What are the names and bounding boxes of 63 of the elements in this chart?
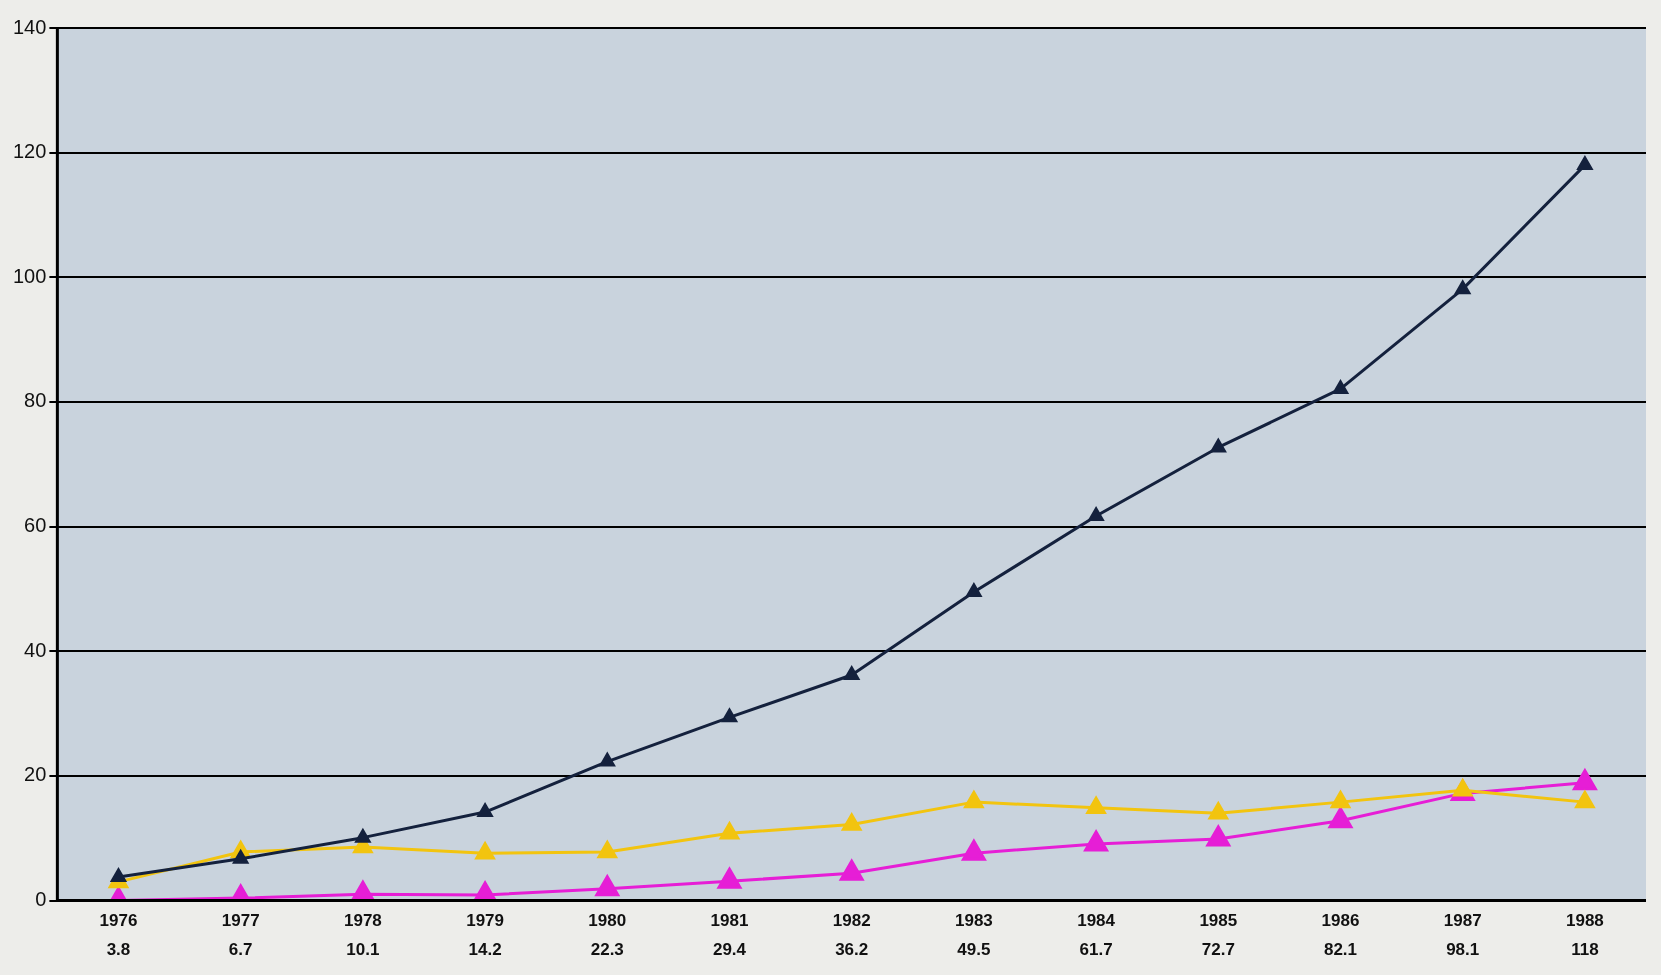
point [1455,280,1471,295]
data-label: 98.1 [1446,940,1480,960]
x-tick-label: 1987 [1443,911,1482,931]
y-tick-label: 140 [12,15,47,38]
point [962,839,986,861]
point [1575,791,1595,809]
point [1573,769,1597,791]
point [110,868,127,882]
data-label: 3.8 [106,940,131,960]
data-label: 29.4 [712,940,747,960]
point [1208,802,1229,820]
x-tick-label: 1980 [588,911,627,931]
point [721,708,738,723]
data-label: 49.5 [957,940,991,960]
point [475,842,495,860]
point [1332,380,1349,394]
x-tick-label: 1984 [1077,911,1116,931]
y-tick-label: 120 [12,140,47,163]
point [964,791,984,809]
x-tick-label: 1986 [1321,911,1360,931]
point [1328,807,1353,829]
data-label: 118 [1571,940,1599,960]
point [1086,796,1106,814]
data-label: 72.7 [1201,940,1235,960]
x-tick-label: 1988 [1565,911,1604,931]
point [597,840,618,859]
point [719,822,740,840]
data-label: 6.7 [228,940,253,960]
data-label: 61.7 [1079,940,1113,960]
point [841,813,862,831]
point [599,753,615,767]
point [1330,791,1351,809]
y-tick-label: 20 [24,763,47,786]
y-tick-label: 100 [12,264,47,287]
point [595,875,620,897]
x-tick-label: 1985 [1199,911,1238,931]
point [1084,830,1108,852]
y-tick-label: 0 [35,888,47,911]
point [717,867,742,889]
point [1088,507,1104,522]
point [477,803,493,818]
x-tick-label: 1976 [99,911,138,931]
point [355,829,371,843]
point [966,583,982,598]
data-label: 22.3 [590,940,624,960]
x-tick-label: 1977 [221,911,260,931]
y-tick-label: 60 [24,514,47,537]
x-tick-label: 1983 [954,911,993,931]
data-label: 82.1 [1323,940,1358,960]
x-tick-label: 1981 [710,911,749,931]
data-label: 14.2 [468,940,502,960]
point [1206,825,1231,847]
data-label: 10.1 [346,940,380,960]
x-tick-label: 1978 [343,911,382,931]
x-tick-label: 1979 [466,911,504,931]
point [1577,156,1593,171]
data-label: 36.2 [835,940,869,960]
point [839,859,864,881]
point [844,666,860,680]
point [1210,438,1226,453]
x-tick-label: 1982 [832,911,871,931]
y-tick-label: 80 [24,389,47,412]
y-tick-label: 40 [24,638,47,661]
